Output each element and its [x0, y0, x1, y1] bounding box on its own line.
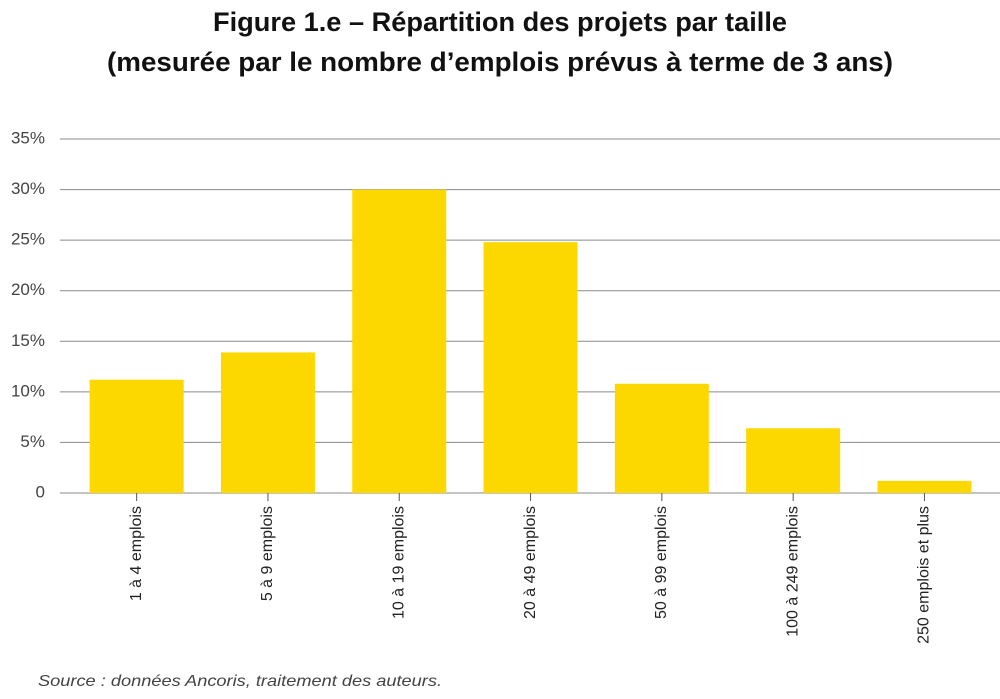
x-tick-label: 50 à 99 emplois	[653, 506, 670, 619]
y-tick-label: 25%	[11, 230, 45, 249]
x-tick-label: 250 emplois et plus	[916, 506, 933, 644]
bar	[746, 428, 841, 493]
x-tick-label: 20 à 49 emplois	[522, 506, 539, 619]
x-tick-label: 5 à 9 emplois	[259, 506, 276, 601]
bar	[220, 352, 315, 493]
y-tick-label: 10%	[11, 381, 45, 400]
x-tick-label: 1 à 4 emplois	[128, 506, 145, 601]
bar	[877, 480, 972, 493]
bar	[89, 379, 184, 493]
y-tick-label: 30%	[11, 179, 45, 198]
y-tick-label: 0	[36, 482, 45, 501]
y-tick-label: 15%	[11, 331, 45, 350]
y-tick-label: 20%	[11, 280, 45, 299]
bar	[483, 242, 578, 493]
chart-title: (mesurée par le nombre d’emplois prévus …	[107, 47, 893, 77]
bar	[614, 383, 709, 493]
x-tick-label: 10 à 19 emplois	[390, 506, 407, 619]
y-tick-label: 5%	[20, 432, 45, 451]
x-tick-label: 100 à 249 emplois	[784, 506, 801, 637]
chart-title: Figure 1.e – Répartition des projets par…	[213, 7, 787, 37]
source-note: Source : données Ancoris, traitement des…	[38, 673, 442, 690]
bar	[352, 189, 447, 494]
y-tick-label: 35%	[11, 128, 45, 147]
